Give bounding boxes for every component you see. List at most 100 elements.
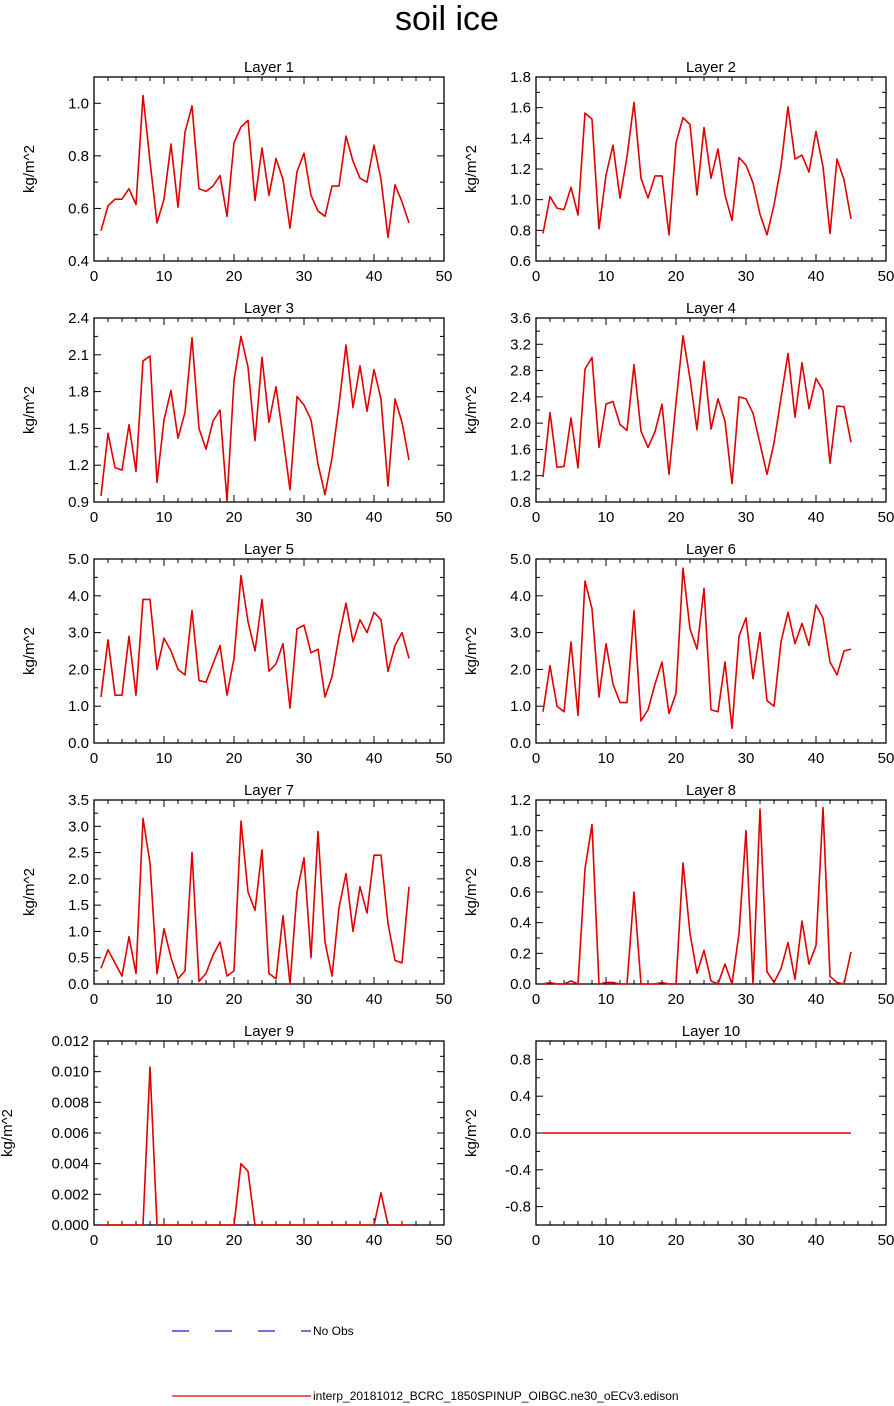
x-tick-label: 40 bbox=[808, 991, 825, 1008]
x-tick-label: 0 bbox=[532, 991, 540, 1008]
x-tick-label: 0 bbox=[532, 509, 540, 526]
y-tick-label: 0.4 bbox=[68, 253, 89, 270]
y-tick-label: 1.6 bbox=[510, 100, 531, 117]
x-tick-label: 10 bbox=[598, 509, 615, 526]
series-line bbox=[100, 94, 410, 239]
x-tick-label: 40 bbox=[366, 991, 383, 1008]
x-tick-label: 40 bbox=[366, 1232, 383, 1249]
y-tick-label: 0.008 bbox=[51, 1094, 89, 1111]
x-tick-label: 20 bbox=[226, 750, 243, 767]
panel-title: Layer 6 bbox=[686, 541, 736, 558]
panel-title: Layer 3 bbox=[244, 300, 294, 317]
y-tick-label: 1.0 bbox=[510, 823, 531, 840]
x-tick-label: 10 bbox=[598, 1232, 615, 1249]
y-axis-label: kg/m^2 bbox=[463, 627, 480, 675]
x-tick-label: 30 bbox=[296, 991, 313, 1008]
x-tick-label: 30 bbox=[738, 1232, 755, 1249]
x-tick-label: 20 bbox=[226, 509, 243, 526]
y-tick-label: 3.5 bbox=[68, 792, 89, 809]
x-tick-label: 10 bbox=[598, 991, 615, 1008]
y-tick-label: 0.006 bbox=[51, 1125, 89, 1142]
chart-panel-10: Layer 10 0 10 20 30 40 50 -0.8 -0.4 0.0 0.4 0.8 kg/m… bbox=[463, 1023, 894, 1249]
y-tick-label: 0.8 bbox=[68, 148, 89, 165]
y-tick-label: 0.4 bbox=[510, 1088, 531, 1105]
x-tick-label: 20 bbox=[668, 750, 685, 767]
y-tick-label: 1.0 bbox=[510, 192, 531, 209]
y-tick-label: 0.6 bbox=[510, 884, 531, 901]
y-tick-label: 2.8 bbox=[510, 363, 531, 380]
x-tick-label: 40 bbox=[366, 268, 383, 285]
plot-frame bbox=[535, 76, 887, 262]
y-tick-label: 0.000 bbox=[51, 1217, 89, 1234]
x-tick-label: 50 bbox=[878, 1232, 894, 1249]
y-axis-label: kg/m^2 bbox=[21, 145, 38, 193]
y-tick-label: 0.5 bbox=[68, 950, 89, 967]
y-tick-label: 1.4 bbox=[510, 130, 531, 147]
plot-frame bbox=[93, 799, 445, 985]
y-axis-label: kg/m^2 bbox=[463, 145, 480, 193]
y-tick-label: 1.0 bbox=[68, 95, 89, 112]
y-tick-label: 1.2 bbox=[510, 161, 531, 178]
panel-title: Layer 1 bbox=[244, 59, 294, 76]
y-tick-label: 1.6 bbox=[510, 441, 531, 458]
x-tick-label: 40 bbox=[366, 509, 383, 526]
y-tick-label: 0.8 bbox=[510, 494, 531, 511]
series-line bbox=[100, 335, 410, 502]
x-tick-label: 0 bbox=[90, 509, 98, 526]
y-tick-label: 3.0 bbox=[68, 625, 89, 642]
y-tick-label: 0.0 bbox=[68, 976, 89, 993]
y-tick-label: 5.0 bbox=[68, 551, 89, 568]
x-tick-label: 50 bbox=[436, 1232, 453, 1249]
x-tick-label: 40 bbox=[808, 750, 825, 767]
series-line bbox=[542, 334, 852, 485]
series-line bbox=[100, 574, 410, 709]
plot-frame bbox=[93, 76, 445, 262]
y-tick-label: 4.0 bbox=[68, 588, 89, 605]
x-tick-label: 30 bbox=[738, 268, 755, 285]
x-tick-label: 10 bbox=[156, 509, 173, 526]
y-tick-label: 0.6 bbox=[68, 200, 89, 217]
y-axis-label: kg/m^2 bbox=[21, 627, 38, 675]
y-tick-label: 0.0 bbox=[510, 735, 531, 752]
x-tick-label: 10 bbox=[156, 750, 173, 767]
panel-title: Layer 5 bbox=[244, 541, 294, 558]
y-tick-label: 0.4 bbox=[510, 915, 531, 932]
x-tick-label: 10 bbox=[156, 1232, 173, 1249]
y-tick-label: 3.0 bbox=[68, 818, 89, 835]
x-tick-label: 0 bbox=[532, 1232, 540, 1249]
series-line bbox=[100, 817, 410, 985]
x-tick-label: 0 bbox=[90, 1232, 98, 1249]
x-tick-label: 30 bbox=[738, 750, 755, 767]
panel-title: Layer 9 bbox=[244, 1023, 294, 1040]
y-tick-label: 2.4 bbox=[510, 389, 531, 406]
y-axis-label: kg/m^2 bbox=[21, 868, 38, 916]
series-line bbox=[101, 1066, 409, 1226]
y-tick-label: 0.0 bbox=[510, 1125, 531, 1142]
panel-title: Layer 4 bbox=[686, 300, 736, 317]
y-axis-label: kg/m^2 bbox=[21, 386, 38, 434]
x-tick-label: 50 bbox=[436, 991, 453, 1008]
y-tick-label: 2.0 bbox=[510, 415, 531, 432]
y-tick-label: 0.002 bbox=[51, 1186, 89, 1203]
y-tick-label: 0.010 bbox=[51, 1064, 89, 1081]
y-tick-label: 3.2 bbox=[510, 336, 531, 353]
y-tick-label: 5.0 bbox=[510, 551, 531, 568]
x-tick-label: 30 bbox=[296, 268, 313, 285]
y-tick-label: 1.8 bbox=[510, 69, 531, 86]
x-tick-label: 30 bbox=[296, 509, 313, 526]
series-line bbox=[542, 101, 852, 236]
x-tick-label: 10 bbox=[156, 268, 173, 285]
x-tick-label: 20 bbox=[668, 509, 685, 526]
y-axis-label: kg/m^2 bbox=[0, 1109, 16, 1157]
x-tick-label: 0 bbox=[90, 750, 98, 767]
x-tick-label: 50 bbox=[878, 509, 894, 526]
y-tick-label: 2.1 bbox=[68, 347, 89, 364]
y-tick-label: 0.0 bbox=[510, 976, 531, 993]
x-tick-label: 20 bbox=[668, 1232, 685, 1249]
x-tick-label: 40 bbox=[366, 750, 383, 767]
y-tick-label: 1.2 bbox=[510, 792, 531, 809]
figure-title: soil ice bbox=[395, 0, 499, 38]
x-tick-label: 30 bbox=[738, 509, 755, 526]
y-tick-label: 3.6 bbox=[510, 310, 531, 327]
y-tick-label: 1.0 bbox=[68, 923, 89, 940]
